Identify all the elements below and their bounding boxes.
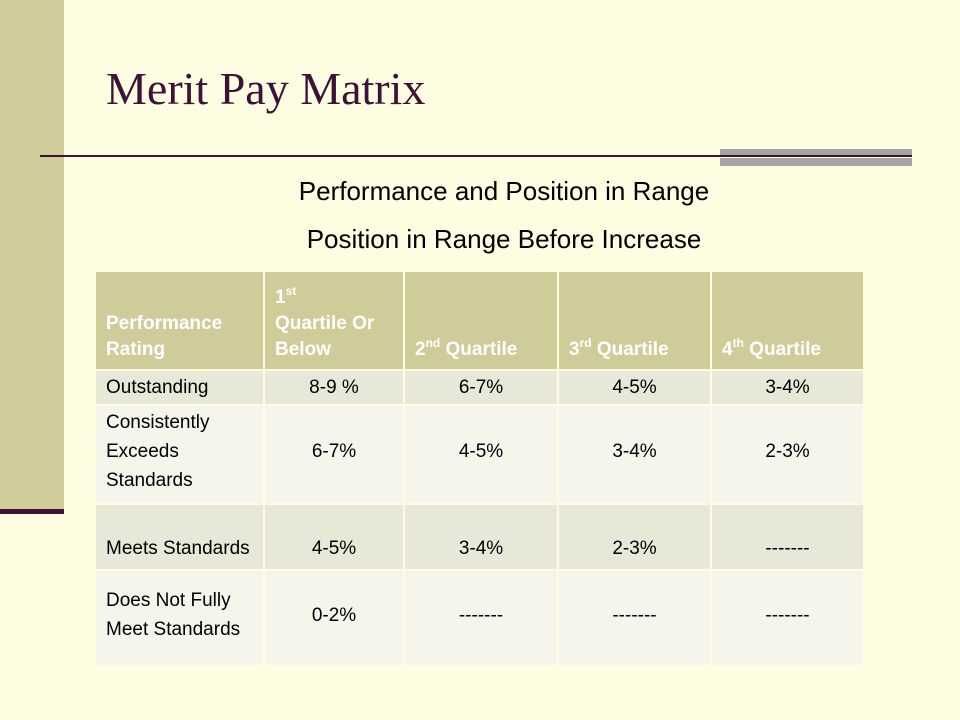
subtitle-position-before-increase: Position in Range Before Increase	[306, 224, 702, 254]
merit-pay-table: Performance Rating 1st Quartile Or Below …	[96, 272, 863, 665]
q3-cell: 4-5%	[557, 369, 711, 405]
subtitle-performance-position: Performance and Position in Range	[298, 176, 710, 206]
table-header-row: Performance Rating 1st Quartile Or Below …	[96, 272, 863, 370]
q1-cell: 8-9 %	[263, 369, 404, 405]
title-rule	[40, 155, 912, 157]
left-accent-bar	[0, 0, 64, 510]
table-row: Outstanding 8-9 % 6-7% 4-5% 3-4%	[96, 369, 863, 405]
rating-cell: Outstanding	[96, 369, 264, 405]
q4-cell: 3-4%	[710, 369, 863, 405]
q3-cell: 3-4%	[557, 404, 711, 504]
q1-cell: 0-2%	[263, 569, 404, 665]
rating-cell: Meets Standards	[96, 503, 264, 570]
header-3rd-quartile: 3rd Quartile	[557, 272, 711, 370]
table-row: Consistently Exceeds Standards 6-7% 4-5%…	[96, 404, 863, 504]
q2-cell: 4-5%	[403, 404, 558, 504]
q4-cell: -------	[710, 503, 863, 570]
q4-cell: -------	[710, 569, 863, 665]
q2-cell: -------	[403, 569, 558, 665]
table-row: Does Not Fully Meet Standards 0-2% -----…	[96, 569, 863, 665]
q3-cell: -------	[557, 569, 711, 665]
slide-title: Merit Pay Matrix	[106, 63, 426, 114]
header-performance-rating: Performance Rating	[96, 272, 264, 370]
title-rule-accent-bottom	[720, 158, 912, 166]
title-rule-accent-top	[720, 149, 912, 155]
q2-cell: 3-4%	[403, 503, 558, 570]
header-4th-quartile: 4th Quartile	[710, 272, 863, 370]
q3-cell: 2-3%	[557, 503, 711, 570]
table-row: Meets Standards 4-5% 3-4% 2-3% -------	[96, 503, 863, 570]
left-accent-bar-foot	[0, 509, 64, 514]
rating-cell: Consistently Exceeds Standards	[96, 404, 264, 504]
q1-cell: 4-5%	[263, 503, 404, 570]
q4-cell: 2-3%	[710, 404, 863, 504]
q2-cell: 6-7%	[403, 369, 558, 405]
rating-cell: Does Not Fully Meet Standards	[96, 569, 264, 665]
header-1st-quartile: 1st Quartile Or Below	[263, 272, 404, 370]
header-2nd-quartile: 2nd Quartile	[403, 272, 558, 370]
q1-cell: 6-7%	[263, 404, 404, 504]
